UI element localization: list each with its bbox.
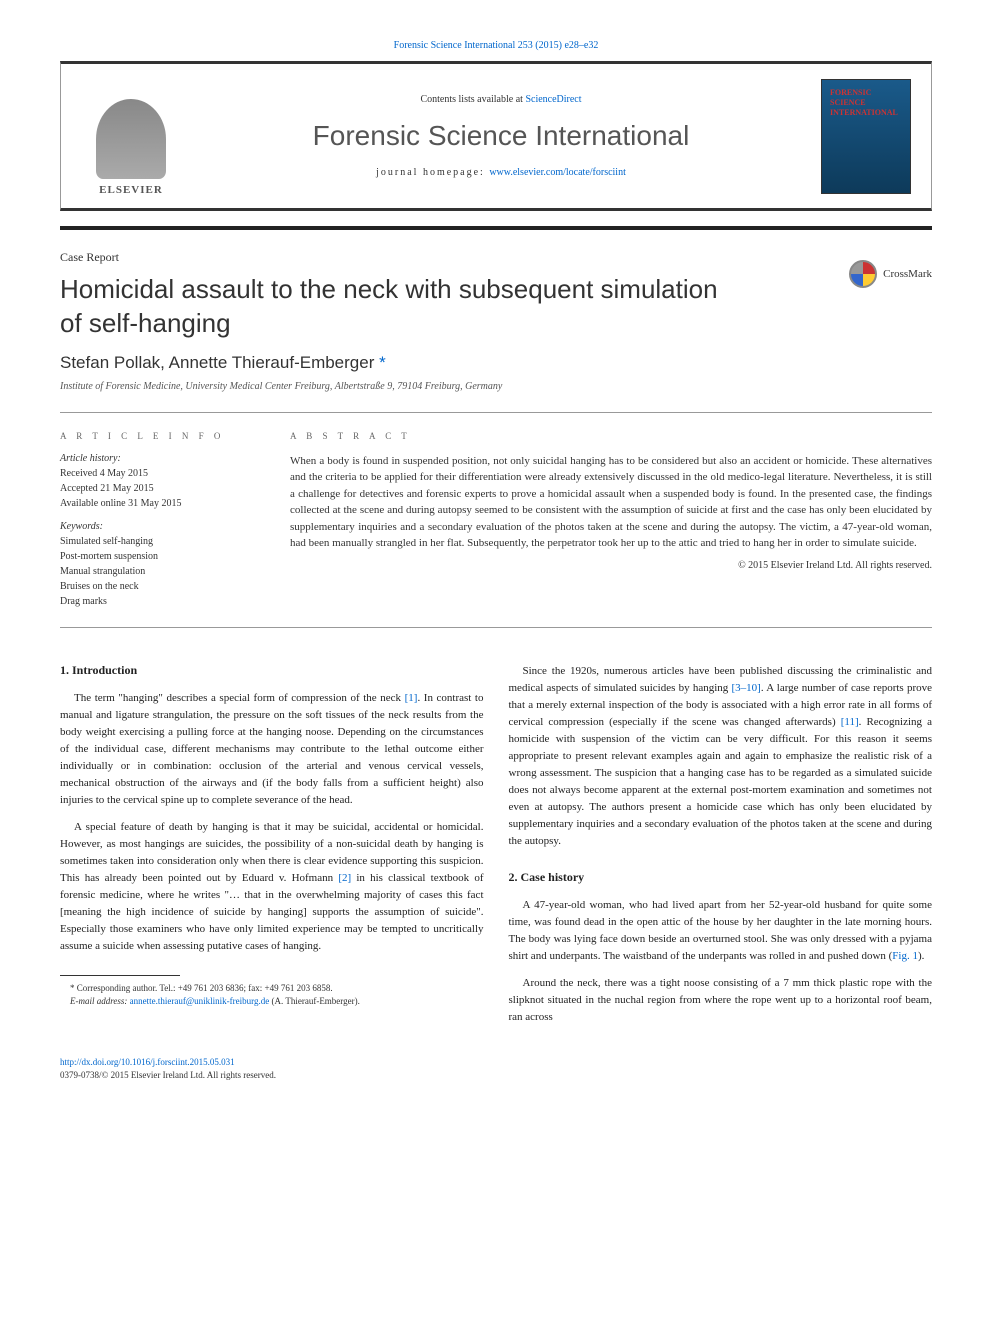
- crossmark-badge[interactable]: CrossMark: [849, 260, 932, 288]
- journal-name: Forensic Science International: [181, 120, 821, 152]
- journal-cover-thumbnail: FORENSIC SCIENCE INTERNATIONAL: [821, 79, 911, 194]
- case-heading: 2. Case history: [509, 870, 933, 885]
- history-label: Article history:: [60, 453, 260, 464]
- crossmark-icon: [849, 260, 877, 288]
- elsevier-tree-icon: [96, 99, 166, 179]
- case-p1: A 47-year-old woman, who had lived apart…: [509, 897, 933, 965]
- banner-center: Contents lists available at ScienceDirec…: [181, 94, 821, 178]
- citation-link[interactable]: Forensic Science International 253 (2015…: [394, 40, 599, 51]
- keyword-0: Simulated self-hanging: [60, 534, 260, 549]
- article-type: Case Report: [60, 250, 740, 265]
- publisher-name: ELSEVIER: [99, 184, 163, 196]
- abstract-text: When a body is found in suspended positi…: [290, 453, 932, 552]
- case-p2: Around the neck, there was a tight noose…: [509, 975, 933, 1026]
- email-link[interactable]: annette.thierauf@uniklinik-freiburg.de: [130, 996, 270, 1006]
- author-names: Stefan Pollak, Annette Thierauf-Emberger: [60, 353, 374, 372]
- intro-p1b: . In contrast to manual and ligature str…: [60, 692, 484, 806]
- online-date: Available online 31 May 2015: [60, 496, 260, 511]
- intro-p1: The term "hanging" describes a special f…: [60, 690, 484, 809]
- keyword-1: Post-mortem suspension: [60, 549, 260, 564]
- info-heading: A R T I C L E I N F O: [60, 431, 260, 441]
- journal-homepage: journal homepage: www.elsevier.com/locat…: [181, 167, 821, 178]
- issn-copyright: 0379-0738/© 2015 Elsevier Ireland Ltd. A…: [60, 1070, 276, 1080]
- keyword-2: Manual strangulation: [60, 564, 260, 579]
- intro-p1a: The term "hanging" describes a special f…: [74, 692, 405, 704]
- email-suffix: (A. Thierauf-Emberger).: [269, 996, 360, 1006]
- article-title: Homicidal assault to the neck with subse…: [60, 273, 740, 341]
- corresponding-footnote: * Corresponding author. Tel.: +49 761 20…: [60, 982, 484, 995]
- email-footnote: E-mail address: annette.thierauf@uniklin…: [60, 995, 484, 1008]
- keyword-3: Bruises on the neck: [60, 579, 260, 594]
- cover-title: FORENSIC SCIENCE INTERNATIONAL: [830, 88, 902, 119]
- authors: Stefan Pollak, Annette Thierauf-Emberger…: [60, 353, 932, 373]
- intro-p3c: . Recognizing a homicide with suspension…: [509, 716, 933, 847]
- article-header: Case Report Homicidal assault to the nec…: [60, 250, 932, 353]
- journal-banner: ELSEVIER Contents lists available at Sci…: [60, 61, 932, 211]
- body-columns: 1. Introduction The term "hanging" descr…: [60, 663, 932, 1037]
- homepage-label: journal homepage:: [376, 167, 489, 178]
- keywords-label: Keywords:: [60, 521, 260, 532]
- sciencedirect-link[interactable]: ScienceDirect: [525, 94, 581, 105]
- rule-divider: [60, 226, 932, 230]
- abstract-block: A B S T R A C T When a body is found in …: [290, 431, 932, 609]
- ref-3-10[interactable]: [3–10]: [732, 682, 761, 694]
- affiliation: Institute of Forensic Medicine, Universi…: [60, 381, 932, 392]
- ref-2[interactable]: [2]: [338, 872, 351, 884]
- intro-p3: Since the 1920s, numerous articles have …: [509, 663, 933, 851]
- crossmark-label: CrossMark: [883, 268, 932, 280]
- case-p1a: A 47-year-old woman, who had lived apart…: [509, 899, 933, 962]
- column-left: 1. Introduction The term "hanging" descr…: [60, 663, 484, 1037]
- intro-p2b: in his classical textbook of forensic me…: [60, 872, 484, 952]
- column-right: Since the 1920s, numerous articles have …: [509, 663, 933, 1037]
- intro-heading: 1. Introduction: [60, 663, 484, 678]
- intro-p2: A special feature of death by hanging is…: [60, 819, 484, 955]
- accepted-date: Accepted 21 May 2015: [60, 481, 260, 496]
- keyword-4: Drag marks: [60, 594, 260, 609]
- info-abstract-block: A R T I C L E I N F O Article history: R…: [60, 412, 932, 628]
- fig-1-link[interactable]: Fig. 1: [892, 950, 918, 962]
- contents-text: Contents lists available at: [420, 94, 525, 105]
- doi-link[interactable]: http://dx.doi.org/10.1016/j.forsciint.20…: [60, 1057, 235, 1067]
- ref-1[interactable]: [1]: [405, 692, 418, 704]
- abstract-copyright: © 2015 Elsevier Ireland Ltd. All rights …: [290, 560, 932, 571]
- article-header-left: Case Report Homicidal assault to the nec…: [60, 250, 740, 353]
- contents-line: Contents lists available at ScienceDirec…: [181, 94, 821, 105]
- abstract-heading: A B S T R A C T: [290, 431, 932, 441]
- publisher-logo: ELSEVIER: [81, 76, 181, 196]
- received-date: Received 4 May 2015: [60, 466, 260, 481]
- footnote-rule: [60, 975, 180, 976]
- case-p1b: ).: [918, 950, 924, 962]
- homepage-url[interactable]: www.elsevier.com/locate/forsciint: [489, 167, 626, 178]
- email-label: E-mail address:: [70, 996, 130, 1006]
- ref-11[interactable]: [11]: [841, 716, 859, 728]
- page-footer: http://dx.doi.org/10.1016/j.forsciint.20…: [60, 1056, 932, 1081]
- article-info: A R T I C L E I N F O Article history: R…: [60, 431, 260, 609]
- citation-header: Forensic Science International 253 (2015…: [60, 40, 932, 51]
- corresponding-marker: *: [379, 353, 386, 372]
